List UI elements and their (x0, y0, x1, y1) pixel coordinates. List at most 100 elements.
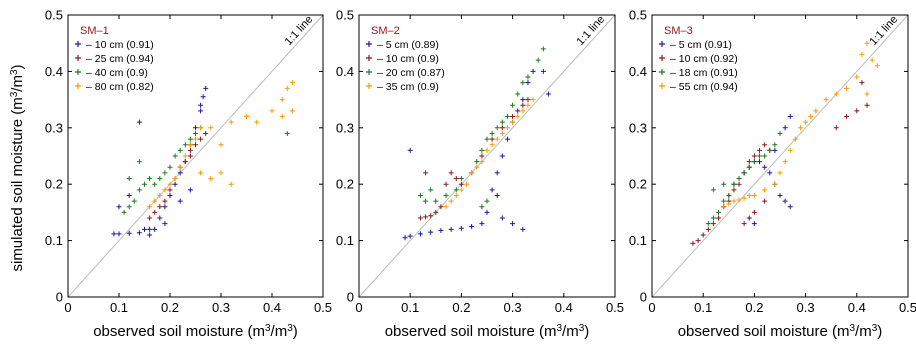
data-point (746, 215, 752, 221)
data-point (453, 192, 459, 198)
series-2-2 (417, 97, 531, 221)
data-point (458, 176, 464, 182)
y-tick-label: 0.5 (45, 8, 63, 23)
data-point (167, 192, 173, 198)
data-point (162, 204, 168, 210)
data-point (193, 142, 198, 148)
data-point (751, 159, 757, 165)
data-point (254, 119, 260, 125)
series-2-1 (402, 68, 551, 241)
x-tick-label: 0.3 (797, 300, 815, 315)
data-point (289, 108, 295, 114)
data-point (762, 142, 768, 148)
x-axis-title: observed soil moisture (m3/m3) (93, 323, 298, 340)
data-point (535, 57, 541, 63)
data-point (504, 136, 510, 142)
data-point (751, 192, 757, 198)
data-point (157, 192, 163, 198)
one-to-one-line (358, 14, 616, 298)
data-point (203, 85, 209, 91)
data-point (716, 215, 722, 221)
data-point (705, 221, 711, 227)
data-point (208, 125, 214, 131)
data-point (152, 181, 158, 187)
data-point (177, 198, 183, 204)
data-point (433, 198, 439, 204)
data-point (525, 74, 531, 80)
data-point (198, 102, 204, 108)
x-axis-title: observed soil moisture (m3/m3) (385, 323, 590, 340)
x-tick-label: 0.2 (161, 300, 179, 315)
data-point (540, 46, 546, 52)
x-tick-label: 0.4 (848, 300, 866, 315)
series-3-4 (721, 40, 880, 210)
data-point (510, 114, 516, 120)
x-tick-label: 0.1 (110, 300, 128, 315)
data-point (695, 238, 701, 244)
x-tick-label: 0.4 (263, 300, 281, 315)
data-point (126, 192, 132, 198)
data-point (448, 170, 454, 176)
data-point (746, 164, 752, 170)
data-point (731, 187, 737, 193)
data-point (203, 130, 209, 136)
data-point (474, 159, 480, 165)
data-point (705, 226, 711, 232)
data-point (530, 97, 536, 103)
data-point (228, 119, 234, 125)
legend-entry: – 35 cm (0.9) (377, 81, 439, 93)
data-point (438, 227, 444, 233)
y-tick-label: 0.2 (45, 177, 63, 192)
one-to-one-label: 1:1 line (283, 14, 316, 48)
y-tick-label: 0.5 (336, 8, 354, 23)
data-point (710, 187, 716, 193)
x-tick-label: 0 (648, 300, 655, 315)
data-point (244, 114, 249, 120)
data-point (443, 204, 449, 210)
data-point (741, 170, 747, 176)
data-point (157, 204, 163, 210)
data-point (172, 153, 178, 159)
data-point (757, 153, 763, 159)
x-tick-label: 0.2 (745, 300, 763, 315)
y-tick-label: 0.4 (629, 64, 647, 79)
data-point (787, 204, 793, 210)
data-point (167, 164, 173, 170)
data-point (448, 198, 454, 204)
data-point (484, 147, 490, 153)
one-to-one-line (67, 14, 324, 298)
data-point (489, 130, 495, 136)
legend-marker (366, 41, 372, 47)
panel-1: 1:1 line 00 0.1 0.1 0.2 0.2 0.3 0.3 0.4 0.4 0.5 0.5… (45, 8, 332, 341)
legend-entry: – 10 cm (0.9) (377, 53, 439, 65)
legend-marker (659, 55, 665, 61)
data-point (710, 221, 716, 227)
data-point (136, 159, 142, 165)
y-tick-label: 0.3 (629, 120, 647, 135)
data-point (489, 136, 495, 142)
legend-entry: – 5 cm (0.91) (670, 39, 732, 51)
data-point (182, 142, 188, 148)
data-point (131, 198, 137, 204)
series-1-4 (147, 80, 295, 210)
data-point (116, 231, 122, 237)
x-tick-label: 0.5 (899, 300, 916, 315)
data-point (540, 68, 546, 74)
data-point (458, 187, 464, 193)
data-point (494, 136, 500, 142)
data-point (284, 130, 290, 136)
x-tick-label: 0 (64, 300, 71, 315)
data-point (530, 68, 536, 74)
data-point (545, 91, 551, 97)
data-point (494, 192, 500, 198)
data-point (520, 108, 526, 114)
data-point (782, 125, 788, 131)
data-point (864, 102, 870, 108)
legend-marker (659, 69, 665, 75)
data-point (142, 181, 147, 187)
legend-marker (366, 55, 372, 61)
y-axis-title: simulated soil moisture (m3/m3) (9, 64, 26, 271)
data-point (182, 159, 188, 165)
data-point (746, 159, 752, 165)
legend-entry: – 10 cm (0.92) (670, 53, 738, 65)
